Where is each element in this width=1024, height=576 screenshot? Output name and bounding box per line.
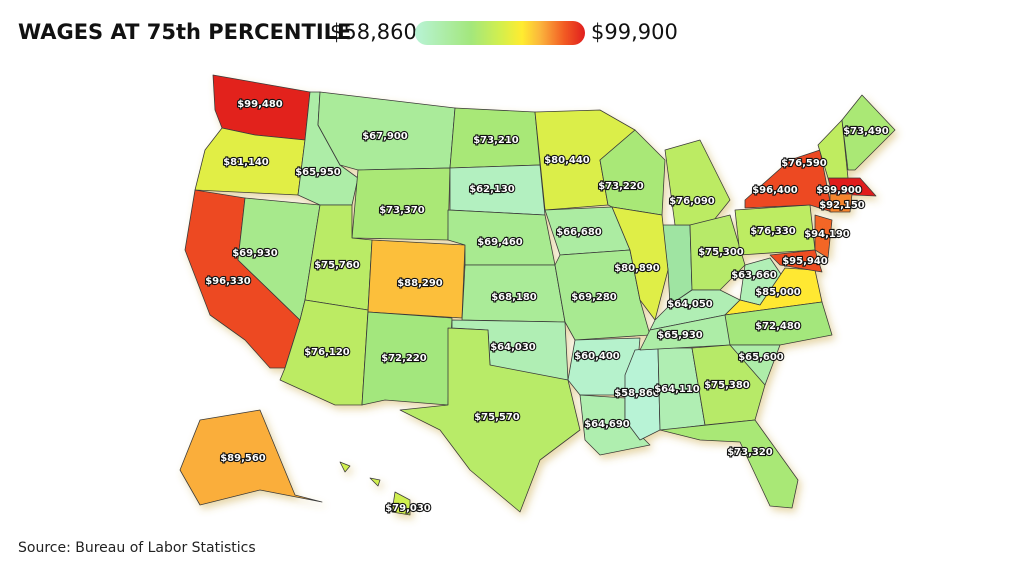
- value-label: $69,460: [477, 237, 523, 248]
- value-label: $76,090: [669, 196, 715, 207]
- state-shape: [369, 477, 381, 487]
- state-shape: [659, 419, 799, 509]
- state-shape: [567, 337, 641, 396]
- state-shape: [817, 119, 849, 179]
- value-label: $73,490: [843, 126, 889, 137]
- value-label: $96,400: [752, 185, 798, 196]
- legend-max-label: $99,900: [591, 20, 678, 44]
- value-label: $60,400: [574, 351, 620, 362]
- source-note: Source: Bureau of Labor Statistics: [18, 540, 256, 556]
- state-shape: [827, 177, 877, 197]
- value-label: $67,900: [362, 131, 408, 142]
- state-shape: [399, 327, 581, 513]
- value-label: $79,030: [385, 503, 431, 514]
- value-label: $75,380: [704, 380, 750, 391]
- state-shape: [691, 344, 766, 426]
- value-label: $76,330: [750, 226, 796, 237]
- value-label: $65,930: [657, 330, 703, 341]
- legend-color-bar: [415, 21, 585, 45]
- state-shapes: [179, 74, 896, 516]
- state-shape: [179, 409, 323, 506]
- value-label: $63,660: [731, 270, 777, 281]
- value-label: $76,120: [304, 347, 350, 358]
- value-label: $88,290: [397, 278, 443, 289]
- state-shape: [351, 167, 451, 241]
- value-label: $96,330: [205, 276, 251, 287]
- value-label: $89,560: [220, 453, 266, 464]
- state-shape: [829, 193, 853, 213]
- value-label: $99,480: [237, 99, 283, 110]
- legend-min-label: $58,860: [330, 20, 417, 44]
- value-label: $62,130: [469, 184, 515, 195]
- value-label: $99,900: [816, 185, 862, 196]
- value-label: $80,440: [544, 155, 590, 166]
- value-label: $64,050: [667, 299, 713, 310]
- value-label: $73,320: [727, 447, 773, 458]
- value-label: $69,930: [232, 248, 278, 259]
- value-label: $92,150: [819, 200, 865, 211]
- value-label: $66,680: [556, 227, 602, 238]
- value-label: $81,140: [223, 157, 269, 168]
- value-label: $73,210: [473, 135, 519, 146]
- value-label: $64,030: [490, 342, 536, 353]
- state-shape: [361, 311, 453, 406]
- state-shape: [841, 94, 896, 171]
- value-label: $65,950: [295, 167, 341, 178]
- value-label: $68,180: [491, 292, 537, 303]
- state-shape: [391, 491, 411, 516]
- state-shape: [814, 214, 833, 259]
- state-shape: [769, 249, 823, 273]
- value-label: $72,480: [755, 321, 801, 332]
- chart-title: WAGES AT 75th PERCENTILE: [18, 20, 351, 44]
- value-label: $65,600: [738, 352, 784, 363]
- value-label: $75,570: [474, 412, 520, 423]
- value-label: $73,220: [598, 181, 644, 192]
- state-shape: [664, 139, 731, 226]
- value-label: $95,940: [782, 256, 828, 267]
- value-label: $73,370: [379, 205, 425, 216]
- value-label: $80,890: [614, 263, 660, 274]
- state-shape: [724, 301, 833, 346]
- value-label: $75,760: [314, 260, 360, 271]
- value-label: $75,300: [698, 247, 744, 258]
- value-label: $64,110: [654, 384, 700, 395]
- value-label: $69,280: [571, 292, 617, 303]
- value-label: $76,590: [781, 158, 827, 169]
- value-label: $85,000: [755, 287, 801, 298]
- value-label: $94,190: [804, 229, 850, 240]
- value-label: $72,220: [381, 353, 427, 364]
- state-shape: [689, 214, 746, 291]
- value-label: $58,860: [614, 388, 660, 399]
- state-labels: $99,480 $81,140 $96,330 $69,930 $65,950 $67,9…: [204, 98, 890, 515]
- state-shape: [339, 461, 351, 473]
- value-label: $64,690: [584, 419, 630, 430]
